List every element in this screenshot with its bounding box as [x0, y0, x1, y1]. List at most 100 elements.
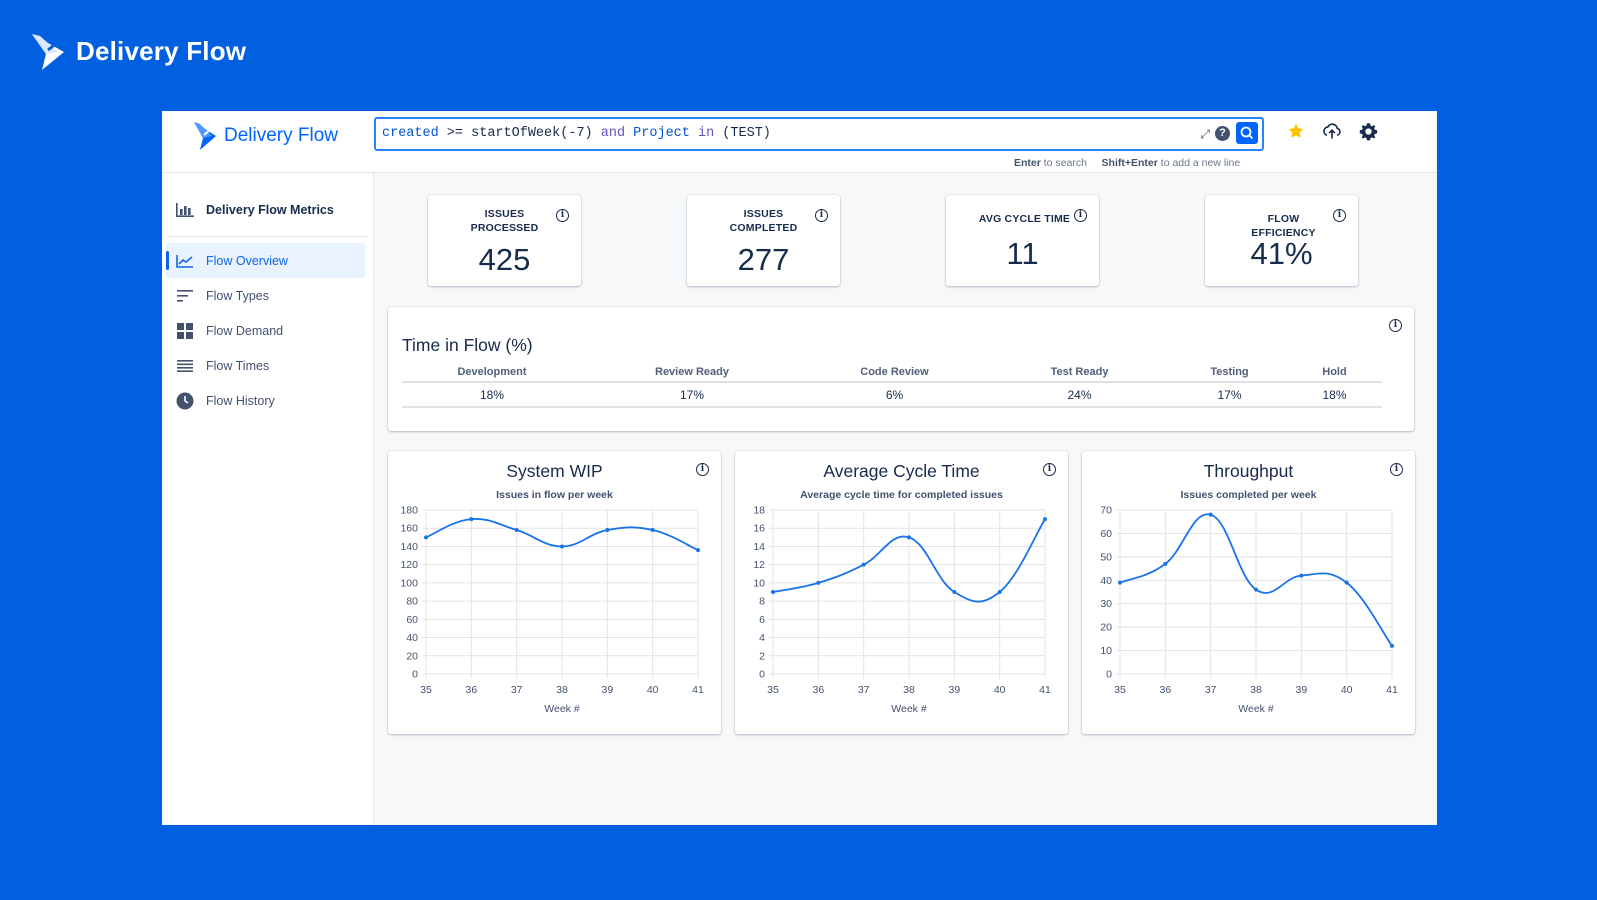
- sort-lines-icon: [176, 287, 194, 305]
- info-icon[interactable]: i: [815, 209, 828, 222]
- info-icon[interactable]: i: [696, 463, 709, 476]
- data-point: [696, 548, 700, 553]
- sidebar-header: Delivery Flow Metrics: [176, 203, 334, 217]
- search-query[interactable]: created >= startOfWeek(-7) and Project i…: [382, 126, 771, 141]
- sidebar-item-flow-history[interactable]: Flow History: [166, 383, 365, 418]
- x-tick-label: 40: [1341, 684, 1353, 696]
- line-chart-icon: [176, 252, 194, 270]
- hint-enter-key: Enter: [1014, 157, 1041, 169]
- sidebar-item-label: Flow Demand: [206, 323, 284, 338]
- chart-title: System WIP: [506, 461, 603, 481]
- jql-search-input[interactable]: created >= startOfWeek(-7) and Project i…: [374, 117, 1264, 151]
- table-cell: 24%: [987, 382, 1172, 408]
- info-icon[interactable]: i: [556, 209, 569, 222]
- query-field: created: [382, 126, 439, 141]
- data-point: [1208, 512, 1213, 517]
- sidebar-item-flow-times[interactable]: Flow Times: [166, 348, 365, 383]
- chart-throughput: Throughput Issues completed per week i 0…: [1082, 451, 1415, 734]
- hint-enter-text: to search: [1040, 157, 1087, 169]
- sidebar-item-flow-types[interactable]: Flow Types: [166, 278, 365, 313]
- x-axis-label: Week #: [1238, 703, 1274, 715]
- y-tick-label: 10: [1100, 645, 1112, 657]
- cloud-upload-icon[interactable]: [1322, 121, 1342, 141]
- y-tick-label: 2: [759, 650, 765, 662]
- data-point: [997, 590, 1002, 594]
- y-tick-label: 40: [406, 632, 418, 644]
- y-tick-label: 160: [400, 523, 418, 535]
- y-tick-label: 16: [753, 523, 765, 535]
- sidebar-nav: Flow Overview Flow Types Flow Demand Flo…: [166, 243, 365, 418]
- kpi-label: FLOW EFFICIENCY: [1251, 213, 1316, 239]
- y-tick-label: 140: [400, 541, 418, 553]
- data-point: [816, 580, 821, 585]
- query-value: (TEST): [722, 126, 771, 141]
- sidebar: Delivery Flow Metrics Flow Overview Flow…: [162, 173, 374, 825]
- query-function: startOfWeek(-7): [471, 126, 593, 141]
- chart-subtitle: Issues in flow per week: [496, 489, 613, 501]
- table-cell: 18%: [1287, 382, 1382, 408]
- info-icon[interactable]: i: [1390, 463, 1403, 476]
- app-brand[interactable]: Delivery Flow: [192, 120, 338, 152]
- gear-icon[interactable]: [1358, 121, 1378, 141]
- y-tick-label: 12: [753, 559, 765, 571]
- x-tick-label: 35: [767, 684, 779, 696]
- delivery-flow-logo-icon: [194, 122, 216, 150]
- kpi-value: 277: [737, 242, 790, 277]
- x-tick-label: 38: [556, 684, 568, 696]
- kpi-label: ISSUES PROCESSED: [470, 208, 539, 234]
- y-tick-label: 10: [753, 577, 765, 589]
- sidebar-item-label: Flow History: [206, 393, 275, 408]
- data-point: [560, 544, 564, 549]
- kpi-flow-efficiency: FLOW EFFICIENCY i 41%: [1205, 195, 1358, 286]
- star-icon[interactable]: [1286, 121, 1306, 141]
- sidebar-item-label: Flow Overview: [206, 253, 288, 268]
- sidebar-divider: [168, 236, 367, 237]
- chart-subtitle: Issues completed per week: [1180, 489, 1317, 501]
- x-tick-label: 41: [1039, 684, 1051, 696]
- data-point: [424, 535, 428, 540]
- y-tick-label: 4: [759, 632, 765, 644]
- y-tick-label: 60: [406, 614, 418, 626]
- line-chart: 0 20 40 60 80 100 120 140 160 180 35 36 37 38 39 40 41 We…: [400, 505, 704, 716]
- data-point: [1254, 587, 1258, 592]
- help-icon[interactable]: ?: [1215, 126, 1230, 141]
- data-point: [952, 590, 957, 594]
- info-icon[interactable]: i: [1333, 209, 1346, 222]
- expand-icon[interactable]: ⤢: [1200, 127, 1210, 141]
- main-content: ISSUES PROCESSED i 425 ISSUES COMPLETED …: [374, 173, 1437, 825]
- y-tick-label: 20: [406, 650, 418, 662]
- chart-system-wip: System WIP Issues in flow per week i 0 20…: [388, 451, 721, 734]
- outer-brand: Delivery Flow: [28, 30, 246, 72]
- time-in-flow-table: Development Review Ready Code Review Tes…: [402, 362, 1382, 408]
- line-chart: 0 10 20 30 40 50 60 70 35 36 37 38 39 40 41 Week #: [1100, 505, 1398, 716]
- data-point: [907, 535, 911, 540]
- x-tick-label: 35: [1114, 684, 1126, 696]
- kpi-issues-processed: ISSUES PROCESSED i 425: [428, 195, 581, 286]
- table-header-row: Development Review Ready Code Review Tes…: [402, 362, 1382, 383]
- search-icon: [1240, 126, 1254, 140]
- info-icon[interactable]: i: [1074, 209, 1087, 222]
- table-cell: 18%: [402, 382, 582, 408]
- y-tick-label: 180: [400, 505, 418, 517]
- list-icon: [176, 357, 194, 375]
- x-tick-label: 41: [1386, 684, 1398, 696]
- x-tick-label: 38: [1250, 684, 1262, 696]
- sidebar-item-flow-demand[interactable]: Flow Demand: [166, 313, 365, 348]
- chart-subtitle: Average cycle time for completed issues: [800, 489, 1003, 501]
- column-header: Review Ready: [582, 362, 802, 383]
- search-button[interactable]: [1236, 122, 1258, 144]
- app-brand-name: Delivery Flow: [224, 125, 339, 146]
- y-tick-label: 0: [412, 669, 418, 681]
- y-tick-label: 120: [400, 559, 418, 571]
- info-icon[interactable]: i: [1389, 319, 1402, 332]
- x-tick-label: 38: [903, 684, 915, 696]
- x-axis-label: Week #: [544, 703, 580, 715]
- query-keyword-and: and: [592, 126, 634, 141]
- x-tick-label: 36: [812, 684, 824, 696]
- y-tick-label: 14: [753, 541, 765, 553]
- sidebar-item-flow-overview[interactable]: Flow Overview: [166, 243, 365, 278]
- y-tick-label: 20: [1100, 622, 1112, 634]
- info-icon[interactable]: i: [1043, 463, 1056, 476]
- y-tick-label: 60: [1100, 528, 1112, 540]
- x-tick-label: 39: [601, 684, 613, 696]
